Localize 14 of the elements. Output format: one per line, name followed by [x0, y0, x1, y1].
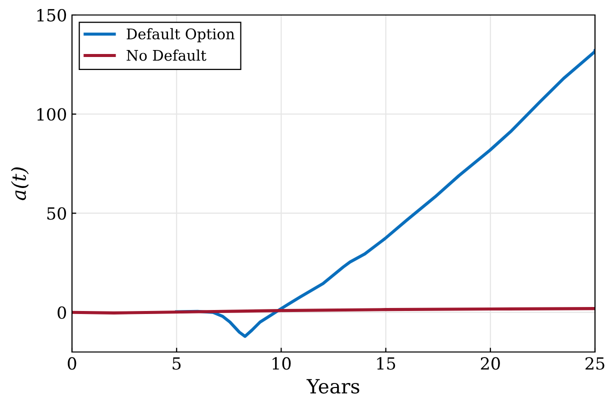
x-axis-title: Years	[306, 379, 360, 394]
x-tick-label: 25	[586, 357, 604, 370]
x-tick-label: 10	[272, 357, 291, 370]
x-tick-label: 5	[172, 357, 181, 370]
legend-label: Default Option	[126, 28, 235, 42]
legend-label: No Default	[126, 50, 206, 61]
x-tick-label: 20	[480, 357, 500, 370]
y-tick-label: 50	[47, 207, 66, 220]
y-tick-label: 0	[58, 306, 66, 319]
x-tick-label: 15	[377, 357, 396, 370]
y-axis-title: a(t)	[10, 167, 29, 200]
y-tick-label: 100	[37, 108, 66, 121]
x-tick-label: 0	[68, 357, 76, 370]
y-tick-label: 150	[37, 8, 66, 22]
